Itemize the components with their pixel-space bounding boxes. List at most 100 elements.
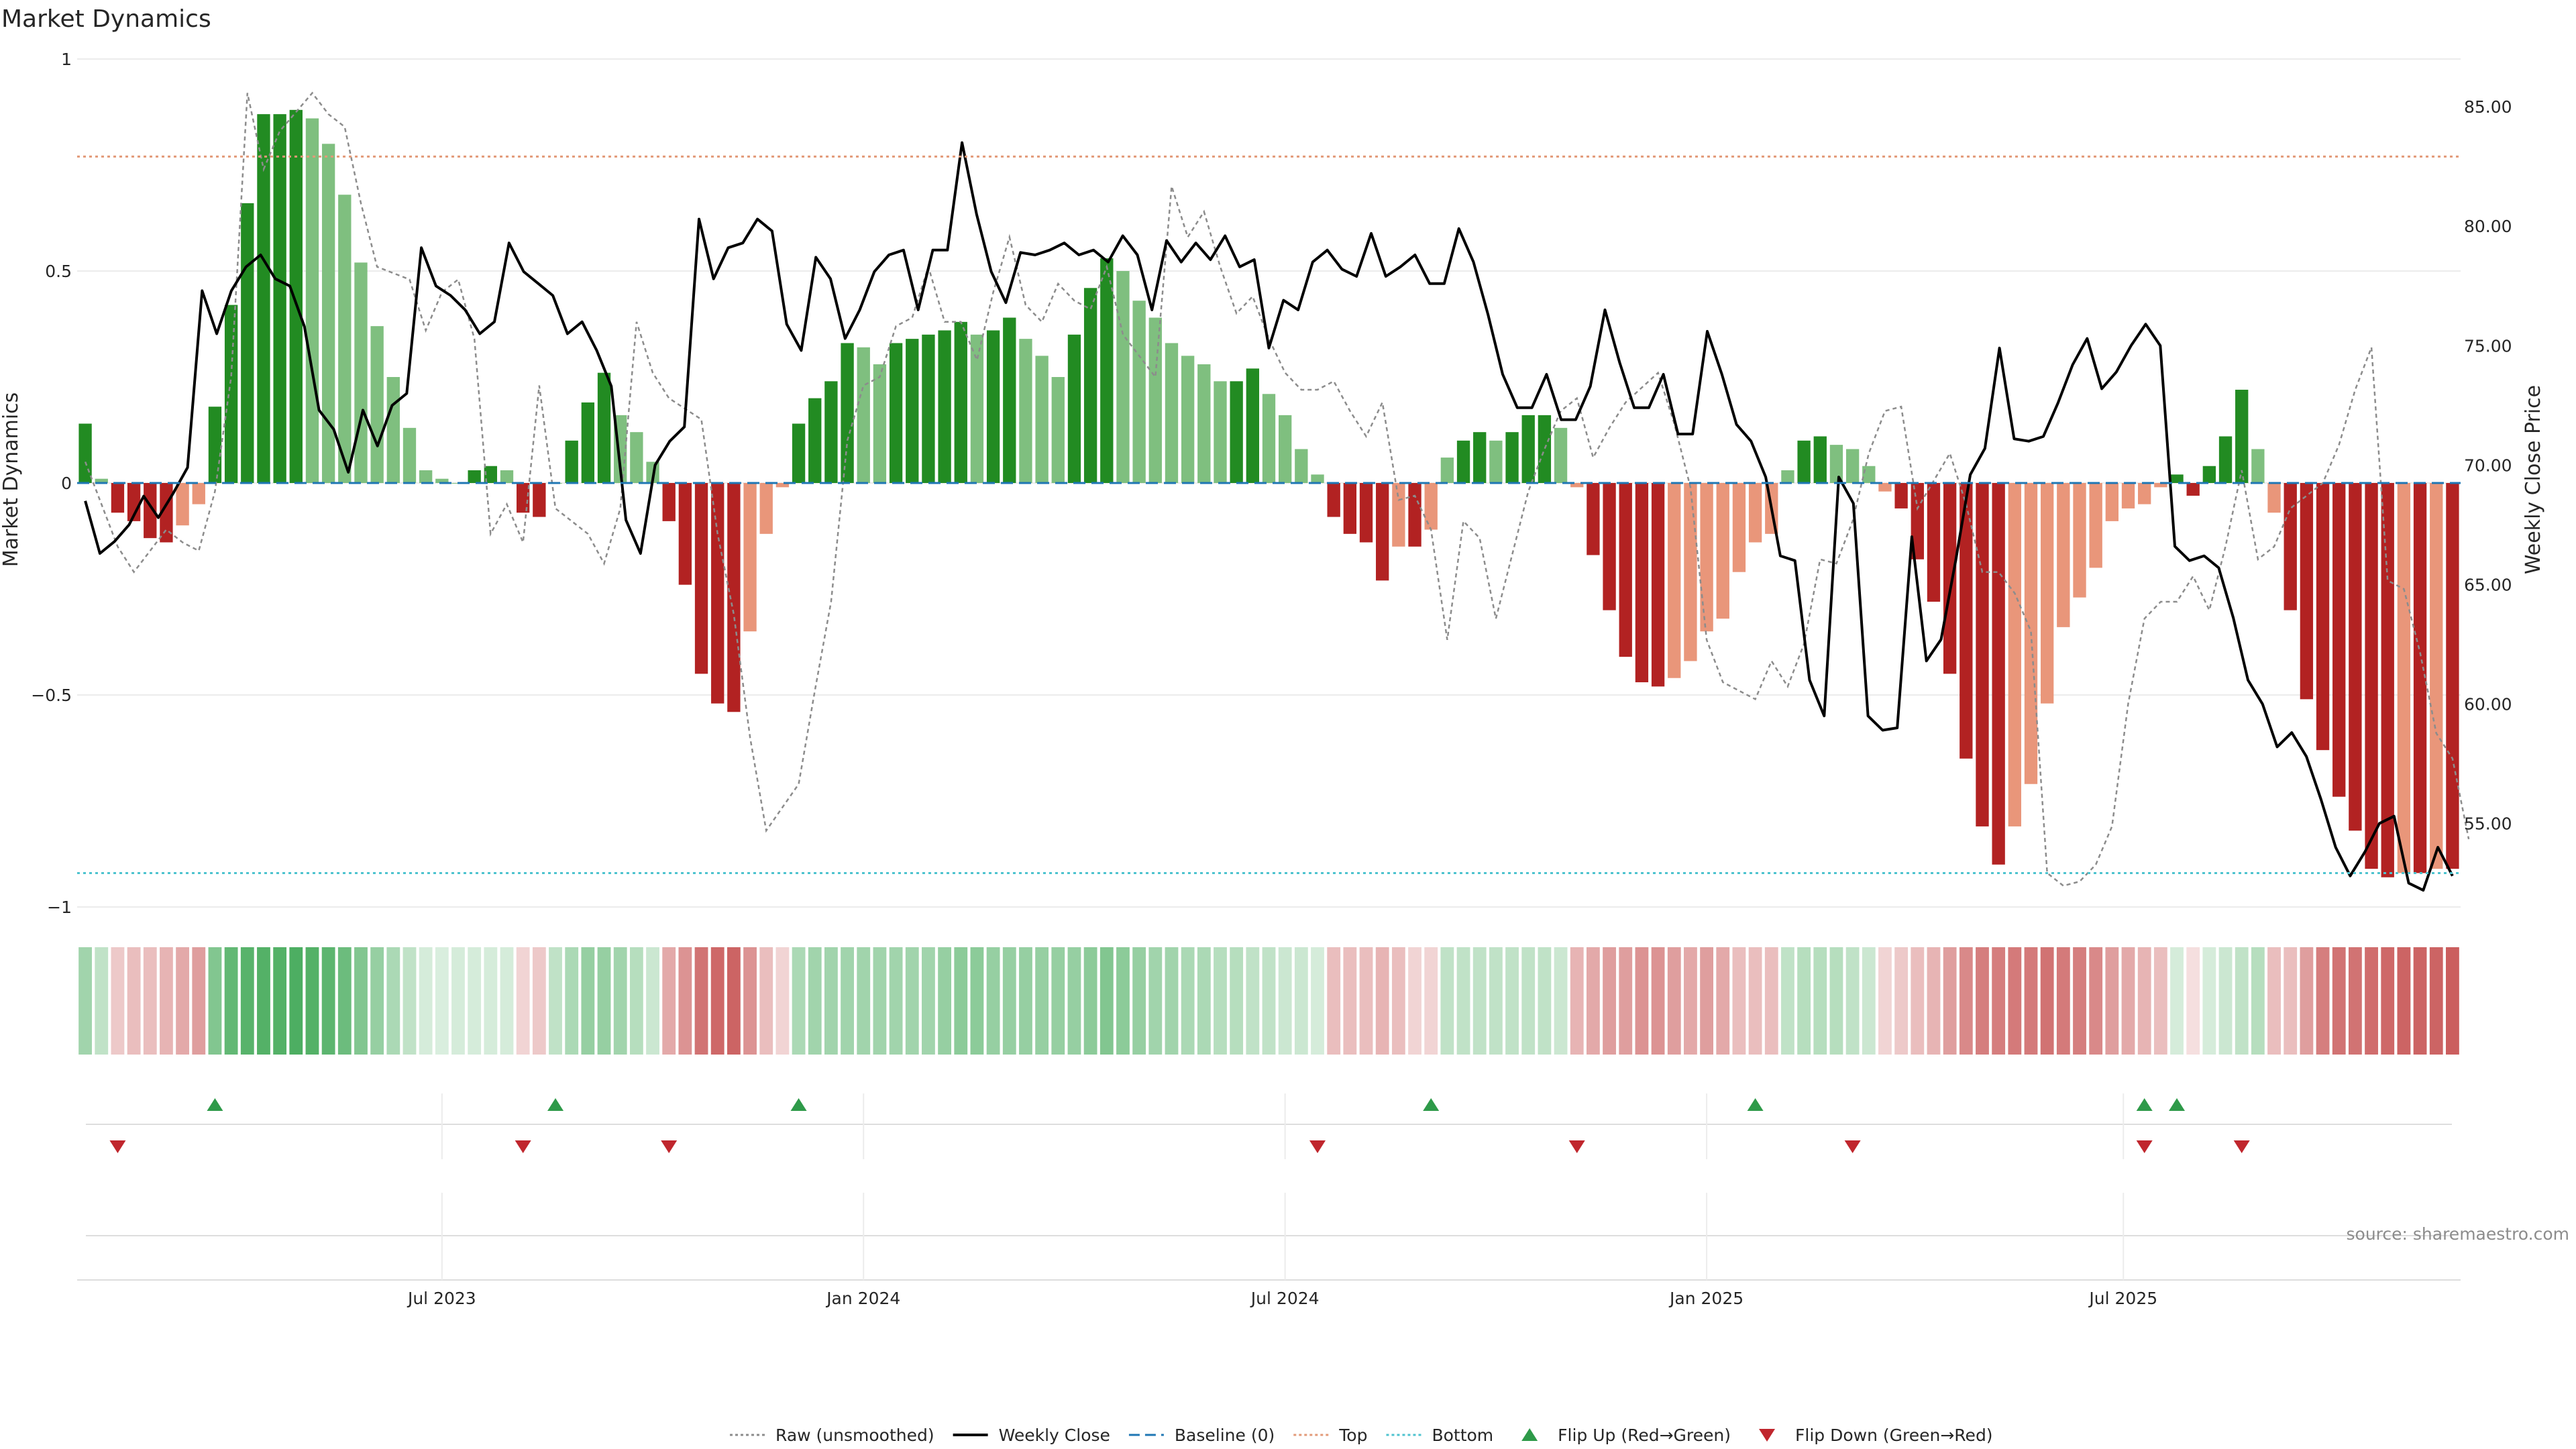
axes: 1 0.5 0 −0.5 −1 85.00 80.00 75.00 70.00 65.00 60.0… xyxy=(31,50,2512,1308)
regime-cell xyxy=(565,947,579,1055)
regime-cell xyxy=(986,947,1000,1055)
bar xyxy=(208,407,222,483)
regime-cell xyxy=(273,947,287,1055)
bar xyxy=(597,372,611,483)
regime-cell xyxy=(1343,947,1357,1055)
regime-cell xyxy=(354,947,368,1055)
regime-cell xyxy=(1472,947,1487,1055)
regime-cell xyxy=(710,947,724,1055)
regime-cell xyxy=(1862,947,1876,1055)
legend-label: Bottom xyxy=(1432,1426,1493,1445)
regime-cell xyxy=(905,947,919,1055)
regime-cell xyxy=(1311,947,1324,1055)
regime-cell xyxy=(1440,947,1454,1055)
legend-label: Weekly Close xyxy=(999,1426,1110,1445)
legend-item: Baseline (0) xyxy=(1128,1426,1275,1445)
bar xyxy=(500,470,514,483)
bar xyxy=(468,470,481,483)
legend-item: Flip Up (Red→Green) xyxy=(1521,1426,1731,1445)
regime-cell xyxy=(1927,947,1941,1055)
bar xyxy=(1181,356,1195,483)
bar xyxy=(273,114,286,483)
flip-up-marker xyxy=(1423,1098,1440,1111)
regime-cell xyxy=(1456,947,1470,1055)
regime-cell xyxy=(922,947,935,1055)
regime-cell xyxy=(1845,947,1860,1055)
regime-cell xyxy=(176,947,190,1055)
bar xyxy=(95,478,108,483)
regime-cell xyxy=(2008,947,2022,1055)
bar xyxy=(2251,449,2265,483)
flip-down-marker xyxy=(1844,1140,1861,1153)
regime-cell xyxy=(1684,947,1697,1055)
bar xyxy=(1748,483,1762,543)
bar xyxy=(1943,483,1957,674)
regime-cell xyxy=(1748,947,1762,1055)
bar xyxy=(1668,483,1681,678)
regime-cell xyxy=(1764,947,1778,1055)
regime-cell xyxy=(1181,947,1195,1055)
x-tick-label: Jul 2024 xyxy=(1250,1289,1320,1308)
flip-down-marker xyxy=(2233,1140,2250,1153)
bar xyxy=(386,377,400,483)
regime-cell xyxy=(1214,947,1227,1055)
regime-cell xyxy=(500,947,514,1055)
bar xyxy=(824,381,838,483)
bar xyxy=(2332,483,2346,797)
bar xyxy=(2105,483,2119,521)
regime-cell xyxy=(2348,947,2362,1055)
bar xyxy=(1554,427,1568,483)
bar xyxy=(2446,483,2459,869)
bar xyxy=(1489,440,1503,483)
regime-cell xyxy=(1002,947,1016,1055)
regime-cell xyxy=(257,947,270,1055)
flip-down-marker xyxy=(661,1140,678,1153)
bar xyxy=(1067,334,1081,483)
regime-cell xyxy=(970,947,984,1055)
bar xyxy=(1197,364,1211,483)
flip-up-marker xyxy=(790,1098,807,1111)
bar xyxy=(1603,483,1616,610)
bar xyxy=(2138,483,2151,504)
bar xyxy=(2430,483,2443,869)
bar xyxy=(662,483,676,521)
bar xyxy=(1214,381,1227,483)
source-note: source: sharemaestro.com xyxy=(2347,1224,2570,1244)
flip-up-marker xyxy=(207,1098,223,1111)
bar xyxy=(1587,483,1600,555)
bar xyxy=(1894,483,1908,508)
x-tick-label: Jan 2025 xyxy=(1668,1289,1743,1308)
regime-cell xyxy=(1375,947,1389,1055)
regime-cell xyxy=(1943,947,1957,1055)
bar xyxy=(419,470,433,483)
regime-cell xyxy=(2284,947,2298,1055)
regime-cell xyxy=(1197,947,1211,1055)
bar xyxy=(1408,483,1421,547)
bar xyxy=(1781,470,1794,483)
bars-layer xyxy=(78,109,2459,877)
regime-cell xyxy=(2397,947,2411,1055)
regime-cell xyxy=(1651,947,1665,1055)
regime-cell xyxy=(516,947,530,1055)
regime-cell xyxy=(1603,947,1616,1055)
regime-cell xyxy=(1165,947,1179,1055)
reference-lines xyxy=(77,155,2461,874)
bar xyxy=(305,118,319,484)
bar xyxy=(1456,440,1470,483)
flip-down-marker xyxy=(109,1140,126,1153)
bar xyxy=(1116,271,1130,483)
regime-cell xyxy=(192,947,206,1055)
regime-cell xyxy=(1911,947,1925,1055)
bar xyxy=(1003,317,1016,483)
regime-cell xyxy=(1716,947,1730,1055)
regime-cell xyxy=(1067,947,1081,1055)
regime-cell xyxy=(2429,947,2443,1055)
bar xyxy=(906,339,919,483)
bar xyxy=(630,432,643,483)
bar xyxy=(321,144,335,483)
regime-cell xyxy=(1505,947,1519,1055)
regime-cell xyxy=(954,947,968,1055)
regime-cell xyxy=(1894,947,1909,1055)
bar xyxy=(1862,466,1876,483)
